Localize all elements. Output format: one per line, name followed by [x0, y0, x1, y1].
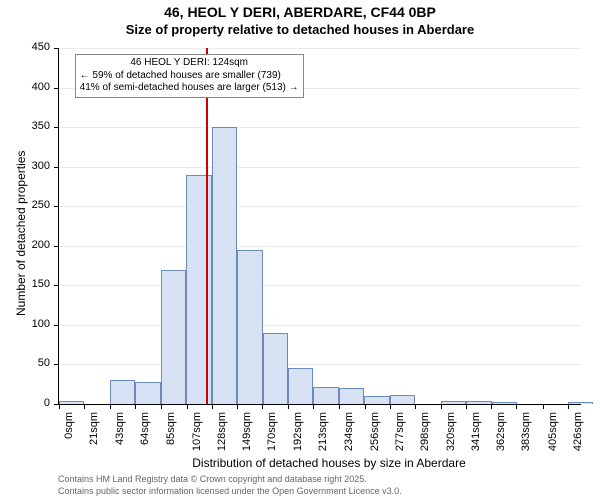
- histogram-bar: [212, 127, 237, 404]
- y-tick: [54, 285, 59, 286]
- gridline: [59, 48, 581, 49]
- histogram-bar: [568, 402, 593, 404]
- x-tick-label: 341sqm: [470, 412, 482, 452]
- x-tick-label: 149sqm: [241, 412, 253, 452]
- gridline: [59, 364, 581, 365]
- x-tick-label: 43sqm: [114, 412, 126, 452]
- histogram-bar: [237, 250, 262, 404]
- histogram-bar: [390, 395, 415, 404]
- y-axis-label: Number of detached properties: [14, 151, 28, 316]
- x-tick: [516, 404, 517, 409]
- x-axis-label: Distribution of detached houses by size …: [169, 456, 489, 470]
- x-tick-label: 320sqm: [445, 412, 457, 452]
- gridline: [59, 285, 581, 286]
- x-tick: [187, 404, 188, 409]
- y-tick-label: 350: [32, 120, 50, 132]
- x-tick-label: 85sqm: [165, 412, 177, 452]
- x-tick: [110, 404, 111, 409]
- histogram-bar: [441, 401, 466, 404]
- callout-box: 46 HEOL Y DERI: 124sqm← 59% of detached …: [75, 54, 304, 98]
- y-tick: [54, 246, 59, 247]
- x-tick-label: 64sqm: [139, 412, 151, 452]
- histogram-bar: [339, 388, 364, 404]
- x-tick-label: 213sqm: [317, 412, 329, 452]
- x-tick: [339, 404, 340, 409]
- gridline: [59, 167, 581, 168]
- y-tick: [54, 325, 59, 326]
- x-tick-label: 383sqm: [520, 412, 532, 452]
- x-tick: [543, 404, 544, 409]
- histogram-bar: [263, 333, 288, 404]
- y-tick: [54, 88, 59, 89]
- x-tick-label: 234sqm: [343, 412, 355, 452]
- x-tick: [415, 404, 416, 409]
- gridline: [59, 325, 581, 326]
- x-tick: [288, 404, 289, 409]
- y-tick-label: 400: [32, 81, 50, 93]
- histogram-bar: [288, 368, 313, 404]
- x-tick: [365, 404, 366, 409]
- x-tick-label: 0sqm: [63, 412, 75, 452]
- x-tick-label: 426sqm: [572, 412, 584, 452]
- y-tick: [54, 364, 59, 365]
- x-tick: [390, 404, 391, 409]
- histogram-bar: [492, 402, 517, 404]
- x-tick-label: 170sqm: [266, 412, 278, 452]
- histogram-bar: [466, 401, 491, 404]
- histogram-bar: [364, 396, 389, 404]
- y-tick-label: 50: [38, 357, 50, 369]
- x-tick-label: 277sqm: [394, 412, 406, 452]
- y-tick-label: 0: [44, 397, 50, 409]
- callout-line: 41% of semi-detached houses are larger (…: [80, 82, 299, 95]
- x-tick: [441, 404, 442, 409]
- x-tick: [313, 404, 314, 409]
- x-tick: [262, 404, 263, 409]
- plot-area: 46 HEOL Y DERI: 124sqm← 59% of detached …: [58, 48, 581, 405]
- footer-line-2: Contains public sector information licen…: [58, 486, 402, 496]
- gridline: [59, 246, 581, 247]
- gridline: [59, 206, 581, 207]
- x-tick-label: 128sqm: [216, 412, 228, 452]
- x-tick: [568, 404, 569, 409]
- x-tick: [135, 404, 136, 409]
- y-tick-label: 450: [32, 41, 50, 53]
- x-tick: [237, 404, 238, 409]
- y-tick: [54, 127, 59, 128]
- y-tick: [54, 206, 59, 207]
- callout-line: ← 59% of detached houses are smaller (73…: [80, 70, 299, 83]
- y-tick-label: 250: [32, 199, 50, 211]
- x-tick-label: 256sqm: [369, 412, 381, 452]
- x-tick: [491, 404, 492, 409]
- histogram-bar: [110, 380, 135, 404]
- chart-title-1: 46, HEOL Y DERI, ABERDARE, CF44 0BP: [0, 4, 600, 20]
- x-tick: [466, 404, 467, 409]
- x-tick: [59, 404, 60, 409]
- x-tick: [84, 404, 85, 409]
- x-tick-label: 405sqm: [547, 412, 559, 452]
- histogram-bar: [59, 401, 84, 404]
- reference-line: [206, 48, 208, 404]
- x-tick-label: 362sqm: [495, 412, 507, 452]
- y-tick: [54, 48, 59, 49]
- y-tick-label: 100: [32, 318, 50, 330]
- gridline: [59, 127, 581, 128]
- gridline: [59, 404, 581, 405]
- callout-line: 46 HEOL Y DERI: 124sqm: [80, 57, 299, 70]
- x-tick: [212, 404, 213, 409]
- histogram-bar: [135, 382, 160, 404]
- y-tick-label: 200: [32, 239, 50, 251]
- x-tick-label: 192sqm: [292, 412, 304, 452]
- chart-title-2: Size of property relative to detached ho…: [0, 22, 600, 37]
- y-tick-label: 300: [32, 160, 50, 172]
- x-tick-label: 107sqm: [191, 412, 203, 452]
- x-tick-label: 21sqm: [88, 412, 100, 452]
- footer-line-1: Contains HM Land Registry data © Crown c…: [58, 474, 367, 484]
- y-tick-label: 150: [32, 278, 50, 290]
- histogram-bar: [313, 387, 338, 404]
- x-tick: [161, 404, 162, 409]
- x-tick-label: 298sqm: [419, 412, 431, 452]
- y-tick: [54, 167, 59, 168]
- histogram-bar: [161, 270, 186, 404]
